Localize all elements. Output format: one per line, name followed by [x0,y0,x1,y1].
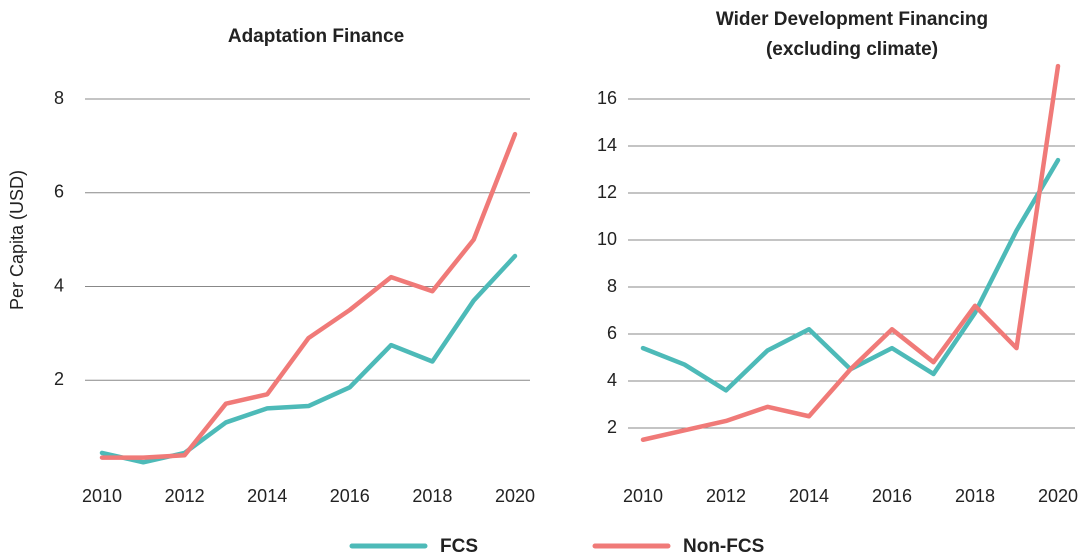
chart-subtitle: (excluding climate) [766,39,938,60]
legend-label: Non-FCS [683,536,764,557]
y-tick-label: 10 [597,229,617,249]
y-tick-label: 12 [597,182,617,202]
legend-label: FCS [440,536,478,557]
x-tick-label: 2020 [1038,486,1078,506]
x-tick-label: 2012 [706,486,746,506]
y-tick-label: 4 [607,370,617,390]
x-tick-label: 2018 [955,486,995,506]
x-tick-label: 2010 [623,486,663,506]
y-tick-label: 2 [54,369,64,389]
chart-title: Adaptation Finance [228,26,404,47]
x-tick-label: 2016 [330,486,370,506]
data-line [640,157,1061,393]
y-tick-label: 14 [597,135,617,155]
y-tick-label: 8 [607,276,617,296]
chart-title: Wider Development Financing [716,9,988,30]
data-line [99,131,518,460]
x-tick-label: 2012 [165,486,205,506]
x-tick-label: 2014 [789,486,829,506]
x-tick-label: 2018 [412,486,452,506]
data-line [640,63,1061,442]
x-tick-label: 2020 [495,486,535,506]
x-tick-label: 2010 [82,486,122,506]
y-tick-label: 6 [607,323,617,343]
y-tick-label: 8 [54,88,64,108]
y-axis-label: Per Capita (USD) [7,170,27,310]
x-tick-label: 2016 [872,486,912,506]
y-tick-label: 16 [597,88,617,108]
y-tick-label: 2 [607,417,617,437]
x-tick-label: 2014 [247,486,287,506]
y-tick-label: 4 [54,275,64,295]
y-tick-label: 6 [54,182,64,202]
